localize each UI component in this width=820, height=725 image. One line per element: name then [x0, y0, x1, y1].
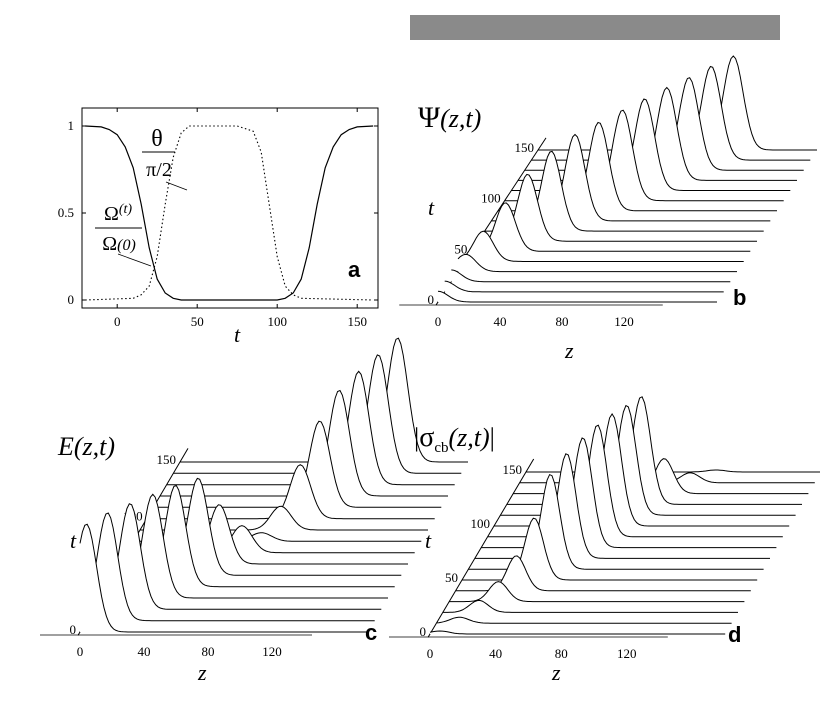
panel-b-ttick-label: 0: [428, 292, 435, 307]
panel-c-trace: [93, 503, 382, 610]
panel-b-trace: [451, 269, 731, 283]
panel-d-axes: 0 40 80 120 0 50 100 150: [389, 458, 668, 661]
panel-b-trace-mask: [464, 231, 744, 262]
panel-c-ztick-label: 0: [77, 644, 84, 659]
panel-b-ztick-label: 40: [494, 314, 507, 329]
panel-b-trace-mask: [478, 174, 757, 242]
panel-b-ztick-label: 120: [614, 314, 634, 329]
panel-a-xlabel: t: [234, 322, 241, 347]
panel-d-xlabel: z: [551, 660, 561, 685]
panel-c-title: E(z,t): [57, 432, 115, 461]
panel-c-ttick-label: 0: [70, 622, 77, 637]
panel-c-trace-mask: [106, 485, 395, 587]
panel-b-ztick-label: 0: [435, 314, 442, 329]
panel-a-omega-ratio-line: [85, 125, 374, 301]
panel-b-ttick-label: 50: [454, 241, 467, 256]
panel-d-trace-mask: [455, 555, 751, 591]
panel-c-trace-mask: [180, 338, 468, 462]
panel-c-trace-mask: [146, 464, 435, 519]
panel-a-ytick-label: 1: [68, 118, 75, 133]
panel-d-trace-mask: [513, 458, 809, 494]
panel-d-trace: [429, 630, 726, 635]
panel-b-trace: [464, 230, 744, 262]
panel-b-trace-mask: [484, 151, 764, 232]
panel-c-trace: [86, 512, 375, 622]
panel-d-ztick-label: 0: [427, 646, 434, 661]
panel-c-ztick-label: 40: [138, 644, 151, 659]
panel-b-xlabel: z: [564, 338, 574, 363]
panel-b-trace: [478, 173, 757, 242]
panel-d-ttick-label: 0: [420, 624, 427, 639]
panel-b-trace-mask: [538, 56, 817, 150]
panel-d-ztick-label: 40: [489, 646, 502, 661]
panel-b-trace-mask: [511, 99, 791, 191]
panel-b: 0 40 80 120 0 50 100 150 Ψ(z,t) t z b: [399, 55, 817, 363]
panel-a-plot-frame: [81, 107, 379, 309]
panel-d-ylabel: t: [425, 528, 432, 553]
panel-a-xtick-label: 150: [347, 314, 367, 329]
panel-d-trace-mask: [436, 617, 732, 624]
panel-b-traces: [437, 55, 817, 303]
panel-c-trace-mask: [133, 532, 422, 542]
panel-d-label: d: [728, 622, 741, 647]
panel-d-trace-mask: [442, 600, 738, 613]
panel-c-trace-mask: [173, 354, 462, 474]
panel-a-xtick-label: 0: [114, 314, 121, 329]
panel-a-ytick-label: 0: [68, 292, 75, 307]
panel-a-omega-pointer: [117, 253, 152, 267]
panel-d-trace-mask: [462, 518, 758, 580]
panel-a-xtick-label: 50: [191, 314, 204, 329]
panel-b-trace: [437, 290, 717, 303]
panel-b-trace-mask: [518, 87, 797, 181]
panel-d-trace: [455, 555, 751, 592]
panel-c-trace: [79, 523, 368, 633]
panel-d-t-axis: [427, 458, 535, 638]
panel-c-traces: [79, 337, 468, 633]
panel-a-theta-pointer: [165, 181, 188, 191]
panel-a-theta-label: θ: [151, 126, 163, 152]
panel-d-ttick-label: 100: [471, 516, 491, 531]
panel-a-label: a: [348, 257, 361, 282]
panel-c-ttick-label: 150: [157, 452, 177, 467]
panel-d-ttick-label: 50: [445, 570, 458, 585]
panel-c-trace: [100, 493, 388, 599]
panel-b-ylabel: t: [428, 195, 435, 220]
panel-c-ztick-label: 80: [202, 644, 215, 659]
panel-d-ztick-label: 120: [617, 646, 637, 661]
panel-d-trace: [442, 599, 738, 613]
panel-d-title: |σcb(z,t)|: [414, 422, 495, 456]
panel-b-ttick-label: 150: [515, 140, 535, 155]
panel-a-theta-ratio-line: [85, 125, 374, 301]
panel-c-trace-mask: [86, 513, 375, 621]
panel-a-ytick-label: 0.5: [58, 205, 74, 220]
panel-d-trace-mask: [506, 396, 802, 505]
panel-d-ztick-label: 80: [555, 646, 568, 661]
panel-b-trace: [444, 280, 724, 293]
panel-b-ttick-label: 100: [481, 191, 501, 206]
panel-c-ylabel: t: [70, 528, 77, 553]
panel-a-xtick-label: 100: [267, 314, 287, 329]
panel-c-trace-mask: [140, 506, 428, 530]
panel-c-xlabel: z: [197, 660, 207, 685]
panel-b-trace-mask: [471, 202, 751, 252]
panel-b-title: Ψ(z,t): [418, 101, 481, 134]
panel-b-trace: [457, 253, 737, 273]
panel-d: 0 40 80 120 0 50 100 150 |σcb(z,t)| t z d: [389, 396, 820, 685]
panel-b-ztick-label: 80: [556, 314, 569, 329]
panel-b-label: b: [733, 285, 746, 310]
panel-d-trace: [449, 581, 745, 603]
panel-d-trace: [436, 616, 732, 624]
panel-a-ticks: 0 50 100 150 0 0.5 1: [58, 108, 378, 329]
panel-c-ztick-label: 120: [262, 644, 282, 659]
panel-b-trace: [471, 202, 751, 252]
panel-d-traces: [429, 396, 820, 635]
panel-a-omega-denominator: Ω(0): [102, 233, 136, 255]
panel-a-theta-denominator: π/2: [146, 159, 172, 181]
panel-c-trace-mask: [100, 494, 388, 598]
panel-c-label: c: [365, 620, 377, 645]
panel-d-ttick-label: 150: [503, 462, 523, 477]
